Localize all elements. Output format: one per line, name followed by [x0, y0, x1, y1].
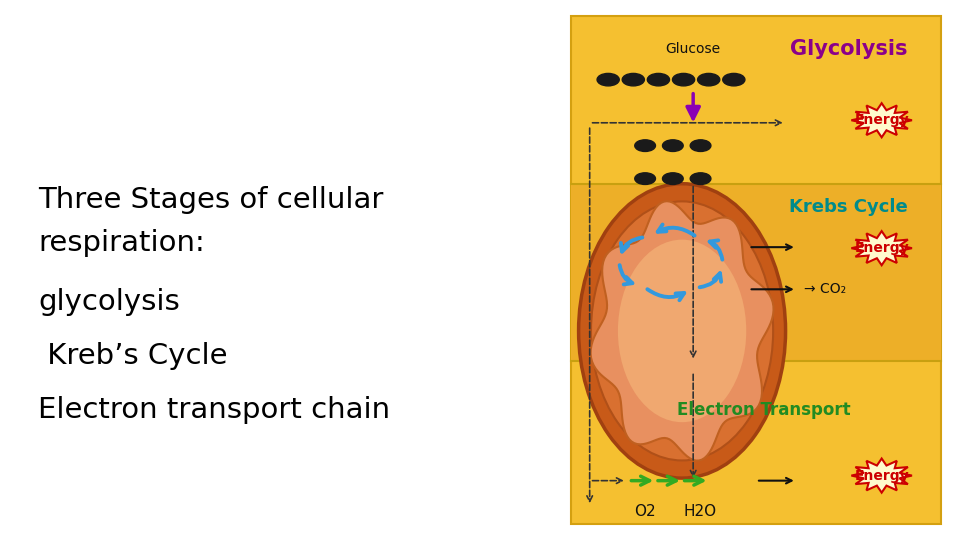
Circle shape: [662, 140, 684, 151]
Text: Kreb’s Cycle: Kreb’s Cycle: [38, 342, 228, 370]
Polygon shape: [852, 458, 912, 492]
Text: Energy: Energy: [854, 113, 909, 127]
Circle shape: [672, 73, 695, 86]
Text: H2O: H2O: [684, 504, 717, 518]
Circle shape: [635, 173, 656, 185]
Text: Glucose: Glucose: [665, 42, 721, 56]
Text: O2: O2: [635, 504, 656, 518]
Bar: [571, 16, 941, 524]
Text: Energy: Energy: [854, 241, 909, 255]
Text: respiration:: respiration:: [38, 229, 205, 257]
Text: Electron transport chain: Electron transport chain: [38, 396, 391, 424]
Text: → CO₂: → CO₂: [804, 282, 846, 296]
Circle shape: [723, 73, 745, 86]
Circle shape: [662, 173, 684, 185]
Polygon shape: [590, 201, 774, 461]
Text: glycolysis: glycolysis: [38, 288, 180, 316]
Text: Krebs Cycle: Krebs Cycle: [789, 198, 908, 215]
Circle shape: [622, 73, 644, 86]
Circle shape: [698, 73, 720, 86]
Circle shape: [597, 73, 619, 86]
Polygon shape: [852, 231, 912, 265]
Bar: [571, 184, 941, 361]
Ellipse shape: [618, 240, 746, 422]
Ellipse shape: [579, 184, 785, 478]
Polygon shape: [852, 103, 912, 137]
Ellipse shape: [591, 201, 773, 461]
Circle shape: [647, 73, 669, 86]
Text: Three Stages of cellular: Three Stages of cellular: [38, 186, 384, 214]
Text: Energy: Energy: [854, 469, 909, 483]
Text: Glycolysis: Glycolysis: [790, 39, 907, 59]
Circle shape: [690, 140, 711, 151]
Circle shape: [690, 173, 711, 185]
Text: Electron Transport: Electron Transport: [677, 401, 851, 418]
Circle shape: [635, 140, 656, 151]
